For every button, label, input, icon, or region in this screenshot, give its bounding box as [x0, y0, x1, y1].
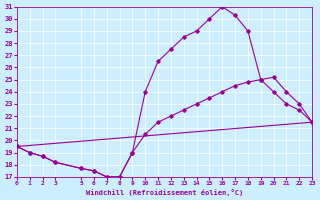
X-axis label: Windchill (Refroidissement éolien,°C): Windchill (Refroidissement éolien,°C)	[86, 189, 243, 196]
